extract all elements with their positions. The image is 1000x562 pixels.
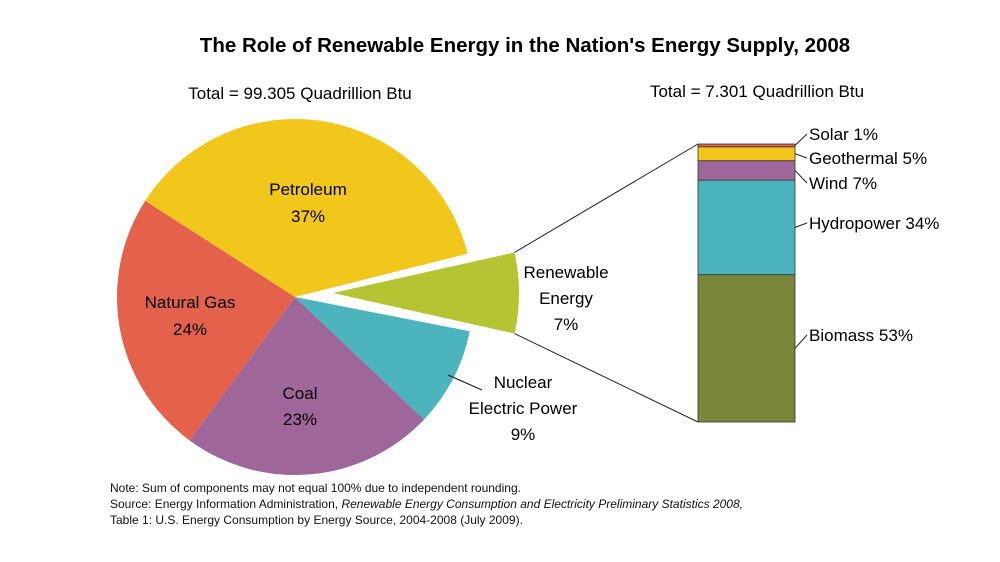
connector-line-top <box>514 143 699 253</box>
note-line: Note: Sum of components may not equal 10… <box>110 481 521 495</box>
pie-slice-coal <box>189 297 425 475</box>
leader-line-biomass <box>794 334 808 349</box>
nuclear-leader-line <box>447 374 483 391</box>
label-nuclear-name-1: Nuclear <box>494 373 553 392</box>
label-renewable-name-2: Energy <box>539 289 593 308</box>
pie-slice-nuclear-electric-power <box>295 297 470 420</box>
leader-line-wind <box>794 170 808 184</box>
label-renewable-pct: 7% <box>554 315 579 334</box>
label-petroleum-name: Petroleum <box>269 180 346 199</box>
bar-label-wind: Wind 7% <box>809 174 877 193</box>
footnotes: Note: Sum of components may not equal 10… <box>110 480 743 528</box>
label-nuclear-name-2: Electric Power <box>469 399 578 418</box>
label-natural-gas-pct: 24% <box>173 320 207 339</box>
connector-line-bottom <box>514 333 699 423</box>
bar-segment-wind <box>697 160 796 181</box>
source-prefix: Source: Energy Information Administratio… <box>110 497 342 511</box>
bar-label-biomass: Biomass 53% <box>809 326 913 345</box>
pie-chart <box>116 119 519 475</box>
bar-label-geothermal: Geothermal 5% <box>809 149 927 168</box>
source-line: Source: Energy Information Administratio… <box>110 496 743 512</box>
source-title: Renewable Energy Consumption and Electri… <box>341 497 743 511</box>
bar-segment-biomass <box>697 274 796 423</box>
source-table-line: Table 1: U.S. Energy Consumption by Ener… <box>110 513 523 527</box>
pie-slice-renewable-energy <box>333 252 519 334</box>
label-nuclear-pct: 9% <box>511 425 536 444</box>
label-coal-pct: 23% <box>283 410 317 429</box>
bar-label-hydropower: Hydropower 34% <box>809 214 939 233</box>
stacked-bar <box>697 143 796 423</box>
leader-line-geothermal <box>794 153 808 159</box>
label-petroleum-pct: 37% <box>291 207 325 226</box>
pie-total-label: Total = 99.305 Quadrillion Btu <box>188 84 412 103</box>
label-coal-name: Coal <box>283 384 318 403</box>
bar-total-label: Total = 7.301 Quadrillion Btu <box>650 82 864 101</box>
bar-segment-hydropower <box>697 179 796 276</box>
chart-title: The Role of Renewable Energy in the Nati… <box>200 34 850 57</box>
pie-slice-petroleum <box>145 119 468 297</box>
leader-line-hydropower <box>794 222 808 228</box>
pie-slice-natural-gas <box>116 200 295 441</box>
bar-segment-geothermal <box>697 146 796 162</box>
stacked-bar-labels: Biomass 53% Hydropower 34% Wind 7% Geotherm… <box>794 125 939 349</box>
bar-label-solar: Solar 1% <box>809 125 878 144</box>
label-renewable-name-1: Renewable <box>523 263 608 282</box>
bar-segment-solar <box>697 143 796 148</box>
leader-line-solar <box>794 133 808 146</box>
label-natural-gas-name: Natural Gas <box>145 293 236 312</box>
